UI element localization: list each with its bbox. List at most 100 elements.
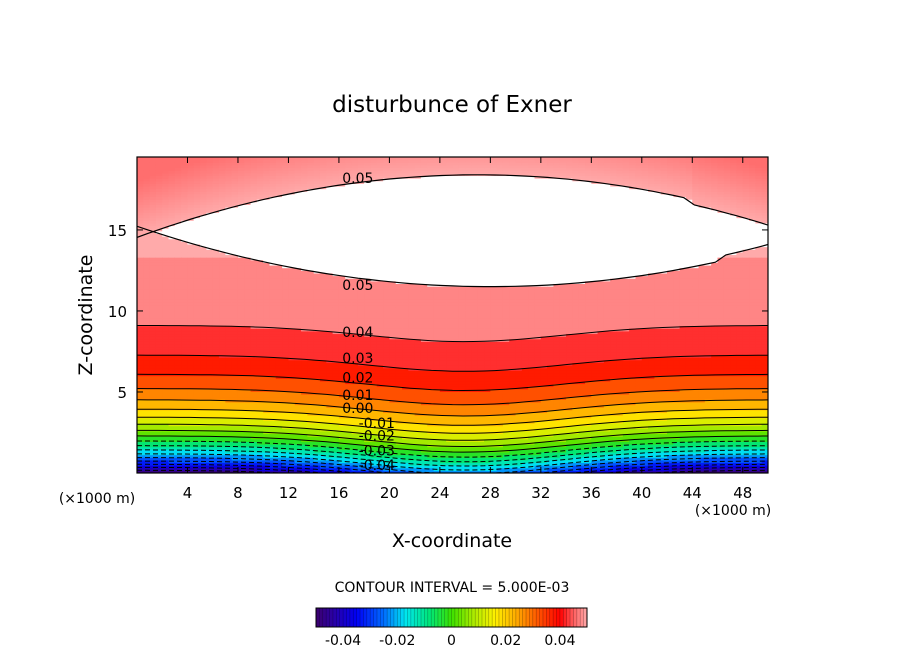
contour-cell (174, 293, 182, 298)
contour-cell (168, 291, 176, 295)
contour-cell (237, 257, 245, 261)
contour-cell (168, 438, 176, 442)
contour-cell (143, 322, 151, 327)
contour-cell (181, 225, 189, 229)
contour-cell (174, 391, 182, 395)
contour-cell (269, 394, 277, 398)
contour-cell (143, 217, 151, 221)
contour-cell (231, 278, 239, 282)
contour-cell (137, 196, 144, 200)
contour-cell (212, 349, 220, 353)
contour-cell (269, 159, 277, 163)
contour-cell (237, 322, 245, 327)
contour-cell (212, 230, 220, 234)
contour-cell (237, 454, 245, 458)
contour-cell (212, 178, 220, 182)
contour-cell (200, 417, 208, 421)
contour-cell (219, 351, 226, 356)
contour-cell (143, 291, 151, 295)
contour-cell (187, 404, 195, 408)
contour-cell (225, 299, 233, 303)
contour-cell (212, 309, 220, 313)
contour-cell (143, 183, 151, 187)
contour-cell (187, 380, 195, 385)
contour-cell (200, 201, 208, 205)
contour-cell (225, 396, 233, 400)
contour-cell (237, 375, 245, 379)
contour-cell (174, 267, 182, 271)
contour-cell (212, 338, 220, 342)
contour-cell (225, 359, 233, 363)
contour-cell (137, 375, 144, 379)
contour-cell (149, 228, 157, 232)
contour-cell (269, 188, 277, 192)
contour-cell (256, 272, 264, 277)
contour-cell (275, 415, 283, 419)
contour-cell (256, 309, 264, 313)
contour-cell (231, 420, 239, 424)
contour-cell (149, 262, 157, 266)
contour-cell (143, 320, 151, 324)
contour-cell (181, 383, 189, 387)
contour-cell (244, 233, 252, 237)
contour-cell (219, 309, 226, 313)
contour-cell (237, 325, 245, 329)
contour-cell (250, 417, 258, 421)
contour-cell (206, 230, 214, 234)
contour-cell (143, 264, 151, 269)
contour-cell (250, 459, 258, 464)
contour-cell (143, 270, 151, 274)
contour-cell (219, 322, 226, 327)
contour-cell (162, 412, 170, 416)
contour-cell (181, 220, 189, 224)
contour-cell (168, 275, 176, 279)
contour-cell (263, 191, 271, 195)
contour-cell (174, 457, 182, 461)
contour-cell (162, 191, 170, 195)
contour-cell (162, 315, 170, 319)
contour-cell (143, 257, 151, 261)
contour-cell (155, 167, 163, 171)
contour-cell (155, 338, 163, 342)
contour-cell (168, 428, 176, 432)
contour-cell (187, 196, 195, 200)
contour-cell (256, 172, 264, 177)
contour-cell (149, 336, 157, 340)
contour-cell (187, 317, 195, 321)
contour-cell (193, 199, 201, 203)
contour-cell (237, 172, 245, 177)
contour-cell (162, 470, 170, 473)
contour-cell (219, 367, 226, 371)
contour-cell (244, 433, 252, 437)
contour-cell (225, 170, 233, 174)
contour-cell (269, 362, 277, 366)
contour-cell (206, 417, 214, 421)
contour-cell (250, 188, 258, 192)
contour-cell (200, 157, 208, 161)
contour-cell (231, 330, 239, 335)
contour-cell (269, 241, 277, 245)
contour-cell (225, 286, 233, 290)
contour-cell (237, 251, 245, 256)
contour-cell (137, 283, 144, 287)
contour-cell (193, 191, 201, 195)
contour-cell (231, 304, 239, 308)
contour-cell (181, 367, 189, 371)
contour-cell (168, 162, 176, 166)
contour-cell (200, 446, 208, 450)
contour-cell (269, 388, 277, 392)
contour-cell (263, 394, 271, 398)
contour-cell (275, 422, 283, 427)
contour-cell (155, 204, 163, 208)
contour-cell (269, 325, 277, 329)
contour-cell (143, 346, 151, 350)
contour-cell (212, 470, 220, 473)
contour-cell (231, 365, 239, 369)
contour-cell (244, 312, 252, 316)
contour-cell (193, 264, 201, 269)
contour-cell (174, 209, 182, 213)
contour-cell (162, 222, 170, 227)
contour-cell (187, 283, 195, 287)
contour-cell (231, 386, 239, 390)
contour-cell (244, 315, 252, 319)
